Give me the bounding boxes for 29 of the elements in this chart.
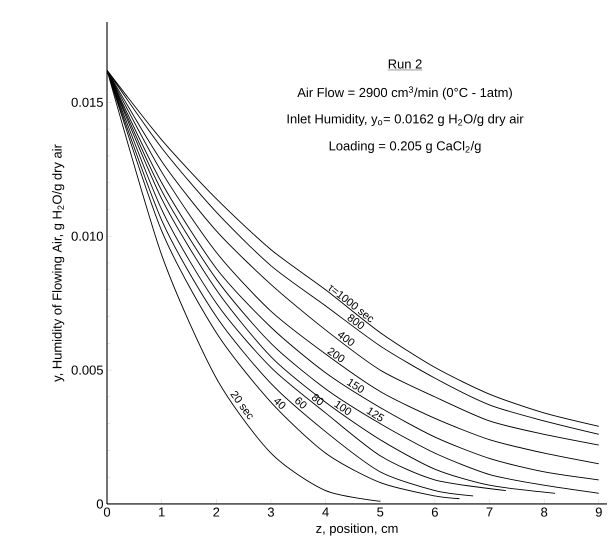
text: 150 — [346, 379, 364, 393]
text: 400 — [338, 332, 354, 346]
x-tick-label: 2 — [213, 508, 220, 517]
y-tick-label: 0.010 — [72, 232, 103, 241]
x-tick-label: 7 — [486, 508, 492, 516]
text: 20 sec — [230, 390, 253, 420]
annotation: Loading = 0.205 g CaCl$_{2}$/g — [330, 140, 481, 154]
text: 60 — [295, 397, 307, 408]
x-axis-title: z, position, cm — [316, 524, 398, 536]
annotation: Inlet Humidity, y$_{o}$= 0.0162 g H$_{2}$O/g dry air — [288, 114, 524, 126]
text: 40 — [274, 398, 286, 409]
x-tick-label: 5 — [377, 508, 384, 517]
x-tick-label: 4 — [322, 508, 329, 516]
x-tick-label: 3 — [268, 508, 274, 517]
x-tick-label: 0 — [104, 508, 110, 517]
annotation: Air Flow = 2900 cm$^{3}$/min (0°C - 1atm) — [297, 86, 512, 100]
y-axis-title: y, Humidity of Flowing Air, g H$_{2}$O/g dry air — [52, 144, 64, 382]
x-tick-label: 1 — [159, 508, 165, 516]
y-tick-label: 0.015 — [72, 98, 103, 107]
y-tick-label: 0.005 — [72, 366, 103, 375]
text: 80 — [312, 394, 324, 406]
text: 125 — [366, 408, 384, 422]
text: Run 2 — [388, 59, 422, 69]
x-tick-label: 6 — [432, 508, 438, 517]
y-tick-label: 0 — [96, 499, 103, 509]
x-tick-label: 8 — [541, 508, 548, 517]
text: 100 — [334, 401, 352, 415]
x-tick-label: 9 — [596, 508, 602, 517]
text: 200 — [327, 348, 345, 362]
